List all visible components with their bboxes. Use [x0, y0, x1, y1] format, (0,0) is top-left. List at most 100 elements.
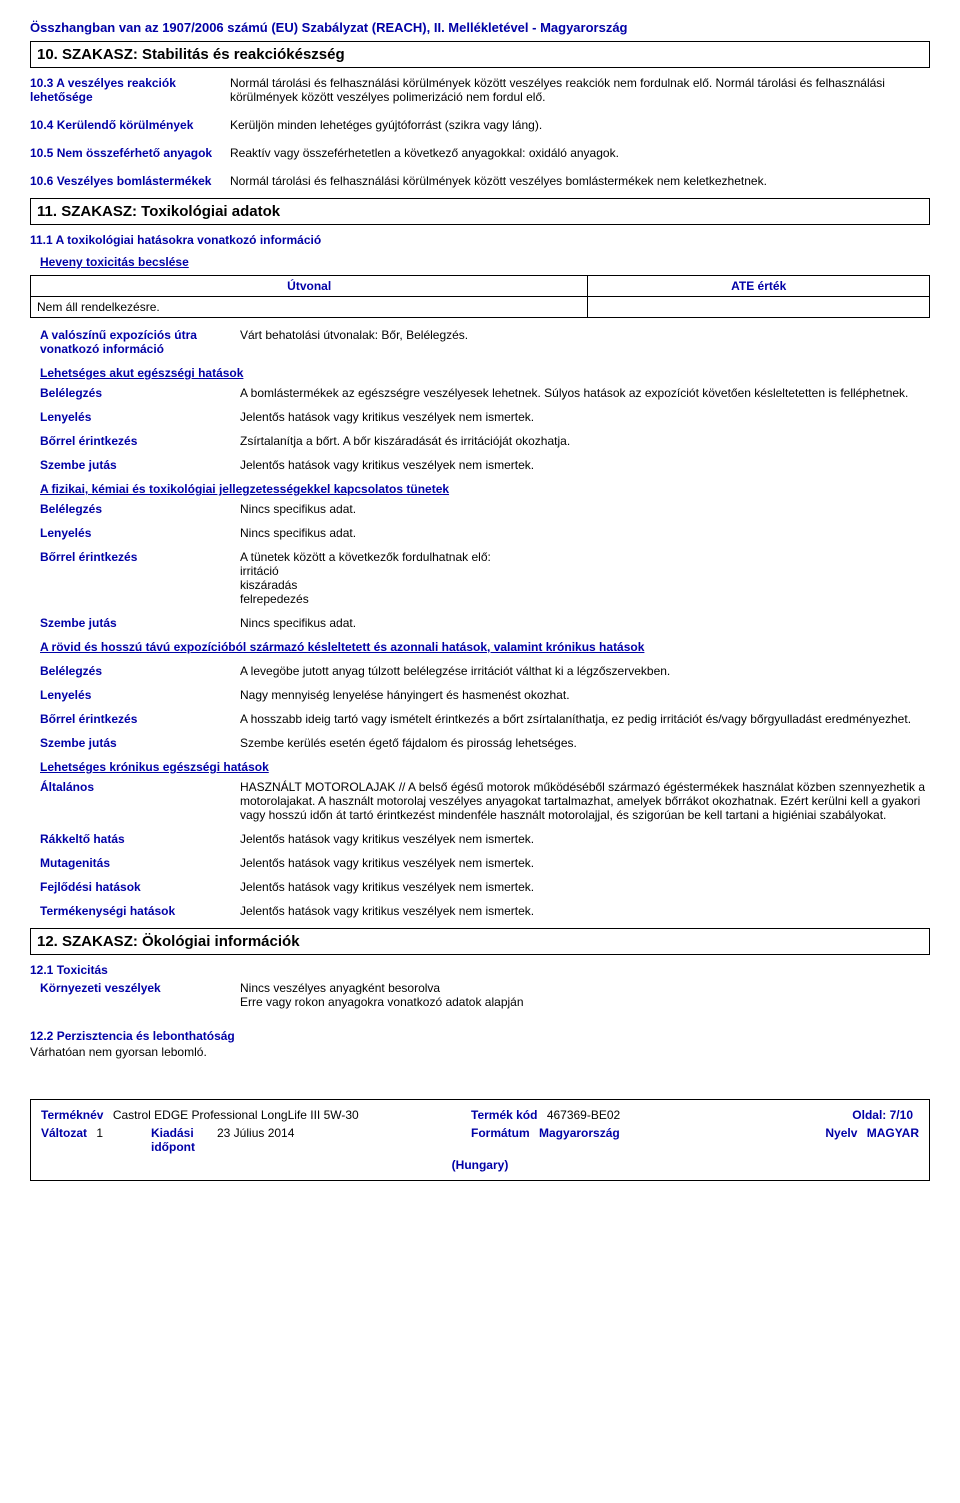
label-ch-fertility: Termékenységi hatások [30, 904, 240, 918]
row-ch-fertility: Termékenységi hatásokJelentős hatások va… [30, 904, 930, 918]
env-line1: Nincs veszélyes anyagként besorolva [240, 981, 930, 995]
label-10-3: 10.3 A veszélyes reakciók lehetősége [30, 76, 230, 104]
text-sy-ingest: Nincs specifikus adat. [240, 526, 930, 540]
label-de-inhale: Belélegzés [30, 664, 240, 678]
text-ch-carcinogen: Jelentős hatások vagy kritikus veszélyek… [240, 832, 930, 846]
footer-page: Oldal: 7/10 [852, 1108, 913, 1122]
text-ae-skin: Zsírtalanítja a bőrt. A bőr kiszáradását… [240, 434, 930, 448]
text-sy-eye: Nincs specifikus adat. [240, 616, 930, 630]
regulation-header: Összhangban van az 1907/2006 számú (EU) … [30, 20, 930, 35]
row-de-inhale: BelélegzésA levegöbe jutott anyag túlzot… [30, 664, 930, 678]
section-12-title: 12. SZAKASZ: Ökológiai információk [30, 928, 930, 955]
text-10-6: Normál tárolási és felhasználási körülmé… [230, 174, 930, 188]
persistence-text: Várhatóan nem gyorsan lebomló. [30, 1045, 930, 1059]
footer-format-label: Formátum [471, 1126, 530, 1140]
ate-cell-value [588, 297, 930, 318]
text-ae-eye: Jelentős hatások vagy kritikus veszélyek… [240, 458, 930, 472]
row-env-hazard: Környezeti veszélyek Nincs veszélyes any… [30, 981, 930, 1009]
text-ch-general: HASZNÁLT MOTOROLAJAK // A belső égésű mo… [240, 780, 930, 822]
row-sy-skin: Bőrrel érintkezés A tünetek között a köv… [30, 550, 930, 606]
text-de-inhale: A levegöbe jutott anyag túlzott belélegz… [240, 664, 930, 678]
table-row: Nem áll rendelkezésre. [31, 297, 930, 318]
row-10-6: 10.6 Veszélyes bomlástermékek Normál tár… [30, 174, 930, 188]
row-10-5: 10.5 Nem összeférhető anyagok Reaktív va… [30, 146, 930, 160]
row-ae-eye: Szembe jutásJelentős hatások vagy kritik… [30, 458, 930, 472]
footer-product-label: Terméknév [41, 1108, 103, 1122]
sy-skin-line2: irritáció [240, 564, 930, 578]
footer-lang-label: Nyelv [825, 1126, 857, 1140]
label-ch-mutagen: Mutagenitás [30, 856, 240, 870]
text-ae-ingest: Jelentős hatások vagy kritikus veszélyek… [240, 410, 930, 424]
heading-12-1: 12.1 Toxicitás [30, 963, 930, 977]
row-ch-develop: Fejlődési hatásokJelentős hatások vagy k… [30, 880, 930, 894]
label-ae-skin: Bőrrel érintkezés [30, 434, 240, 448]
ate-col-route: Útvonal [31, 276, 588, 297]
row-ae-ingest: LenyelésJelentős hatások vagy kritikus v… [30, 410, 930, 424]
label-ch-carcinogen: Rákkeltő hatás [30, 832, 240, 846]
label-sy-ingest: Lenyelés [30, 526, 240, 540]
footer-code-label: Termék kód [471, 1108, 537, 1122]
label-env-hazard: Környezeti veszélyek [30, 981, 240, 1009]
ate-col-value: ATE érték [588, 276, 930, 297]
heading-12-2: 12.2 Perzisztencia és lebonthatóság [30, 1029, 930, 1043]
chronic-heading: Lehetséges krónikus egészségi hatások [40, 760, 930, 774]
row-ae-inhale: BelélegzésA bomlástermékek az egészségre… [30, 386, 930, 400]
footer-version-label: Változat [41, 1126, 87, 1140]
row-exposure: A valószínű expozíciós útra vonatkozó in… [30, 328, 930, 356]
footer-code: 467369-BE02 [547, 1108, 620, 1122]
label-10-4: 10.4 Kerülendő körülmények [30, 118, 230, 132]
text-ch-develop: Jelentős hatások vagy kritikus veszélyek… [240, 880, 930, 894]
label-sy-inhale: Belélegzés [30, 502, 240, 516]
footer-format: Magyarország [539, 1126, 620, 1140]
footer-box: Terméknév Castrol EDGE Professional Long… [30, 1099, 930, 1181]
row-ch-general: ÁltalánosHASZNÁLT MOTOROLAJAK // A belső… [30, 780, 930, 822]
label-10-5: 10.5 Nem összeférhető anyagok [30, 146, 230, 160]
row-10-4: 10.4 Kerülendő körülmények Kerüljön mind… [30, 118, 930, 132]
row-ch-mutagen: MutagenitásJelentős hatások vagy kritiku… [30, 856, 930, 870]
env-line2: Erre vagy rokon anyagokra vonatkozó adat… [240, 995, 930, 1009]
delayed-heading: A rövid és hosszú távú expozícióból szár… [40, 640, 930, 654]
text-de-ingest: Nagy mennyiség lenyelése hányingert és h… [240, 688, 930, 702]
label-10-6: 10.6 Veszélyes bomlástermékek [30, 174, 230, 188]
label-ae-eye: Szembe jutás [30, 458, 240, 472]
text-exposure: Várt behatolási útvonalak: Bőr, Belélegz… [240, 328, 930, 356]
acute-tox-heading: Heveny toxicitás becslése [40, 255, 930, 269]
label-ch-general: Általános [30, 780, 240, 822]
label-ae-ingest: Lenyelés [30, 410, 240, 424]
text-de-eye: Szembe kerülés esetén égető fájdalom és … [240, 736, 930, 750]
label-de-eye: Szembe jutás [30, 736, 240, 750]
text-de-skin: A hosszabb ideig tartó vagy ismételt éri… [240, 712, 930, 726]
label-exposure: A valószínű expozíciós útra vonatkozó in… [30, 328, 240, 356]
acute-effects-heading: Lehetséges akut egészségi hatások [40, 366, 930, 380]
sy-skin-line3: kiszáradás [240, 578, 930, 592]
footer-lang: MAGYAR [867, 1126, 919, 1140]
section-10-title: 10. SZAKASZ: Stabilitás és reakciókészsé… [30, 41, 930, 68]
footer-country: (Hungary) [41, 1158, 919, 1172]
sy-skin-line4: felrepedezés [240, 592, 930, 606]
label-de-skin: Bőrrel érintkezés [30, 712, 240, 726]
footer-date-label: Kiadási időpont [151, 1126, 211, 1154]
row-sy-ingest: LenyelésNincs specifikus adat. [30, 526, 930, 540]
ate-cell-route: Nem áll rendelkezésre. [31, 297, 588, 318]
section-11-title: 11. SZAKASZ: Toxikológiai adatok [30, 198, 930, 225]
text-10-5: Reaktív vagy összeférhetetlen a következ… [230, 146, 930, 160]
row-ch-carcinogen: Rákkeltő hatásJelentős hatások vagy krit… [30, 832, 930, 846]
text-ch-fertility: Jelentős hatások vagy kritikus veszélyek… [240, 904, 930, 918]
symptoms-heading: A fizikai, kémiai és toxikológiai jelleg… [40, 482, 930, 496]
ate-table: Útvonal ATE érték Nem áll rendelkezésre. [30, 275, 930, 318]
row-10-3: 10.3 A veszélyes reakciók lehetősége Nor… [30, 76, 930, 104]
footer-product: Castrol EDGE Professional LongLife III 5… [113, 1108, 359, 1122]
row-sy-inhale: BelélegzésNincs specifikus adat. [30, 502, 930, 516]
text-10-4: Kerüljön minden lehetéges gyújtóforrást … [230, 118, 930, 132]
footer-version: 1 [96, 1126, 103, 1140]
text-ae-inhale: A bomlástermékek az egészségre veszélyes… [240, 386, 930, 400]
label-de-ingest: Lenyelés [30, 688, 240, 702]
row-ae-skin: Bőrrel érintkezésZsírtalanítja a bőrt. A… [30, 434, 930, 448]
row-sy-eye: Szembe jutásNincs specifikus adat. [30, 616, 930, 630]
text-sy-inhale: Nincs specifikus adat. [240, 502, 930, 516]
text-10-3: Normál tárolási és felhasználási körülmé… [230, 76, 930, 104]
row-de-eye: Szembe jutásSzembe kerülés esetén égető … [30, 736, 930, 750]
text-ch-mutagen: Jelentős hatások vagy kritikus veszélyek… [240, 856, 930, 870]
text-env-hazard: Nincs veszélyes anyagként besorolva Erre… [240, 981, 930, 1009]
row-de-skin: Bőrrel érintkezésA hosszabb ideig tartó … [30, 712, 930, 726]
